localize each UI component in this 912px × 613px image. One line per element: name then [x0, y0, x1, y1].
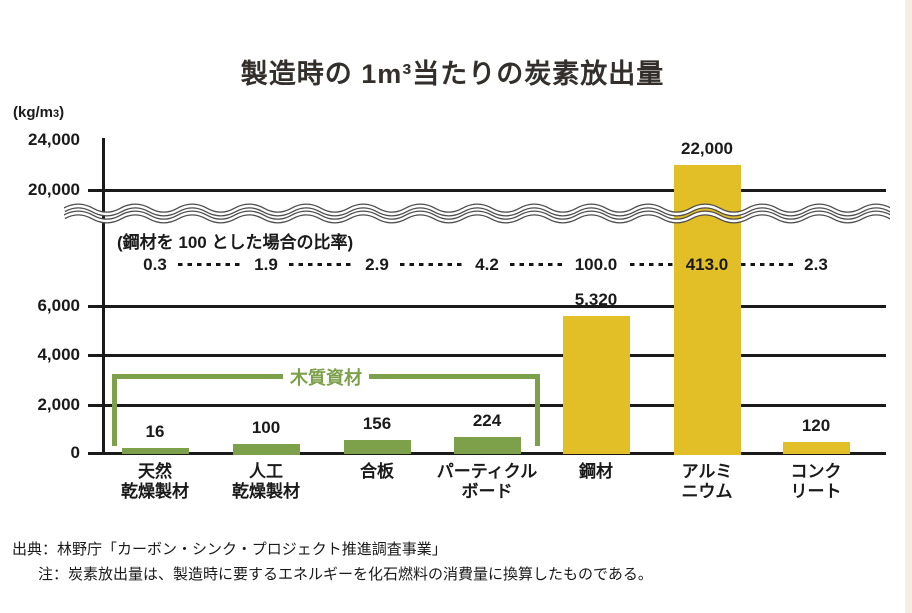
- ratio-dotted-connector: [178, 263, 243, 266]
- y-gridline: [88, 304, 886, 308]
- ratio-value: 2.9: [365, 255, 389, 274]
- wood-group-bracket: [112, 374, 283, 379]
- category-label-パーティクルボード: パーティクル ボード: [425, 462, 549, 502]
- y-gridline: [88, 188, 886, 192]
- category-label-line: 天然: [138, 462, 172, 481]
- bar-value-label: 100: [251, 417, 281, 437]
- ratio-dotted-connector: [510, 263, 562, 266]
- unit-suffix: ): [59, 104, 65, 121]
- bar-value-label: 5,320: [574, 289, 618, 309]
- y-axis-tick-label: 6,000: [37, 296, 80, 315]
- bar-鋼材: [562, 315, 630, 455]
- category-label-line: アルミ: [681, 462, 733, 481]
- bar-value-label: 16: [145, 422, 165, 442]
- category-label-コンクリート: コンク リート: [754, 462, 878, 502]
- ratio-value: 1.9: [254, 255, 278, 274]
- category-label-天然乾燥製材: 天然 乾燥製材: [93, 462, 217, 502]
- bar-人工乾燥製材: [232, 443, 300, 455]
- y-axis-line: [101, 138, 105, 455]
- y-gridline: [88, 403, 886, 407]
- wood-group-bracket: [369, 374, 540, 379]
- category-label-line: リート: [790, 482, 842, 501]
- ratio-dotted-connector: [741, 263, 793, 266]
- category-label-line: 乾燥製材: [121, 482, 189, 501]
- y-axis-tick-label: 4,000: [37, 345, 80, 364]
- wood-group-bracket: [535, 374, 540, 446]
- y-axis-tick-label: 20,000: [28, 180, 80, 199]
- category-label-鋼材: 鋼材: [534, 462, 658, 482]
- ratio-caption: (鋼材を 100 とした場合の比率): [117, 233, 354, 252]
- ratio-value: 100.0: [574, 255, 618, 274]
- y-axis-unit-label: (kg/m3): [13, 104, 64, 121]
- bar-value-label: 120: [801, 416, 831, 436]
- unit-prefix: (kg/m: [13, 104, 54, 121]
- y-axis-tick-label: 24,000: [28, 130, 80, 149]
- ratio-value: 413.0: [685, 255, 729, 274]
- ratio-value: 4.2: [475, 255, 499, 274]
- ratio-dotted-connector: [630, 263, 673, 266]
- bar-パーティクルボード: [453, 436, 521, 455]
- wood-group-label: 木質資材: [290, 368, 362, 388]
- ratio-dotted-connector: [400, 263, 464, 266]
- ratio-value: 2.3: [804, 255, 828, 274]
- unit-subscript: 3: [53, 108, 60, 120]
- category-label-line: ニウム: [681, 482, 733, 501]
- category-label-line: 人工: [249, 462, 283, 481]
- bar-value-label: 22,000: [681, 139, 733, 158]
- bar-value-label: 224: [472, 410, 502, 430]
- bar-天然乾燥製材: [121, 448, 189, 455]
- category-label-line: 乾燥製材: [232, 482, 300, 501]
- axis-break-wave-line: [64, 211, 890, 223]
- ratio-value: 0.3: [143, 255, 167, 274]
- category-label-line: 合板: [360, 462, 394, 481]
- page-edge-strip: [905, 0, 912, 613]
- category-label-line: 鋼材: [579, 462, 613, 481]
- y-gridline: [88, 353, 886, 357]
- wood-group-bracket: [112, 374, 117, 446]
- note-text: 注：炭素放出量は、製造時に要するエネルギーを化石燃料の消費量に換算したものである…: [38, 566, 653, 583]
- category-label-合板: 合板: [315, 462, 439, 482]
- ratio-dotted-connector: [289, 263, 354, 266]
- source-text: 出典：林野庁「カーボン・シンク・プロジェクト推進調査事業」: [12, 541, 447, 558]
- category-label-人工乾燥製材: 人工 乾燥製材: [204, 462, 328, 502]
- category-label-line: パーティクル: [436, 462, 538, 481]
- y-axis-tick-label: 2,000: [37, 395, 80, 414]
- category-label-アルミニウム: アルミ ニウム: [645, 462, 769, 502]
- y-axis-tick-label: 0: [70, 443, 80, 462]
- bar-コンクリート: [782, 442, 850, 455]
- chart-title: 製造時の 1m³当たりの炭素放出量: [240, 59, 665, 89]
- bar-value-label: 156: [362, 414, 392, 434]
- category-label-line: ボード: [461, 482, 513, 501]
- bar-合板: [343, 440, 411, 455]
- category-label-line: コンク: [790, 462, 842, 481]
- axis-break-wave-line: [64, 204, 890, 216]
- axis-break-wave: [64, 203, 890, 224]
